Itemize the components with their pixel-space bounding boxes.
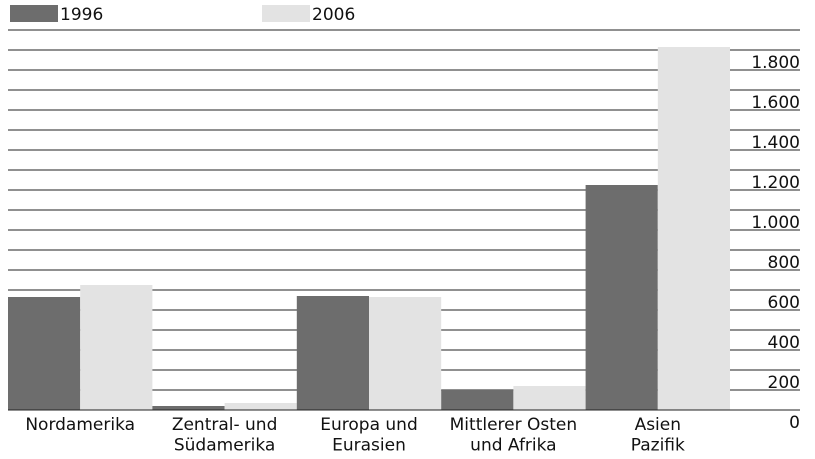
x-tick-label: Mittlerer Osten und Afrika xyxy=(450,415,578,455)
y-tick-label: 200 xyxy=(768,373,800,393)
bar xyxy=(224,403,297,410)
legend-label: 2006 xyxy=(312,5,355,25)
bar xyxy=(152,406,225,410)
y-tick-label: 1.200 xyxy=(751,173,800,193)
bar xyxy=(80,285,153,410)
label-line: Mittlerer Osten xyxy=(450,415,578,435)
y-tick-label: 1.600 xyxy=(751,93,800,113)
x-tick-label: Europa und Eurasien xyxy=(320,415,417,455)
bar xyxy=(513,386,586,410)
x-tick-label: Asien Pazifik xyxy=(631,415,685,455)
bar xyxy=(657,47,730,410)
label-line: Asien xyxy=(635,415,681,435)
x-tick-label: Nordamerika xyxy=(25,415,135,435)
x-tick-label: Zentral- und Südamerika xyxy=(172,415,278,455)
label-line: Pazifik xyxy=(631,435,685,455)
y-tick-label: 0 xyxy=(789,413,800,433)
label-line: Europa und xyxy=(320,415,417,435)
label-line: Zentral- und xyxy=(172,415,278,435)
bar xyxy=(296,296,369,410)
y-tick-label: 800 xyxy=(768,253,800,273)
y-tick-label: 1.000 xyxy=(751,213,800,233)
bar xyxy=(369,297,442,410)
bar xyxy=(8,297,81,410)
y-tick-label: 1.400 xyxy=(751,133,800,153)
y-tick-label: 400 xyxy=(768,333,800,353)
bar xyxy=(585,185,658,410)
label-line: und Afrika xyxy=(470,435,556,455)
legend-label: 1996 xyxy=(60,5,103,25)
y-tick-label: 600 xyxy=(768,293,800,313)
legend-swatch xyxy=(262,5,310,22)
label-line: Eurasien xyxy=(332,435,406,455)
legend-swatch xyxy=(10,5,58,22)
bar xyxy=(441,390,514,410)
y-tick-label: 1.800 xyxy=(751,53,800,73)
label-line: Südamerika xyxy=(174,435,275,455)
